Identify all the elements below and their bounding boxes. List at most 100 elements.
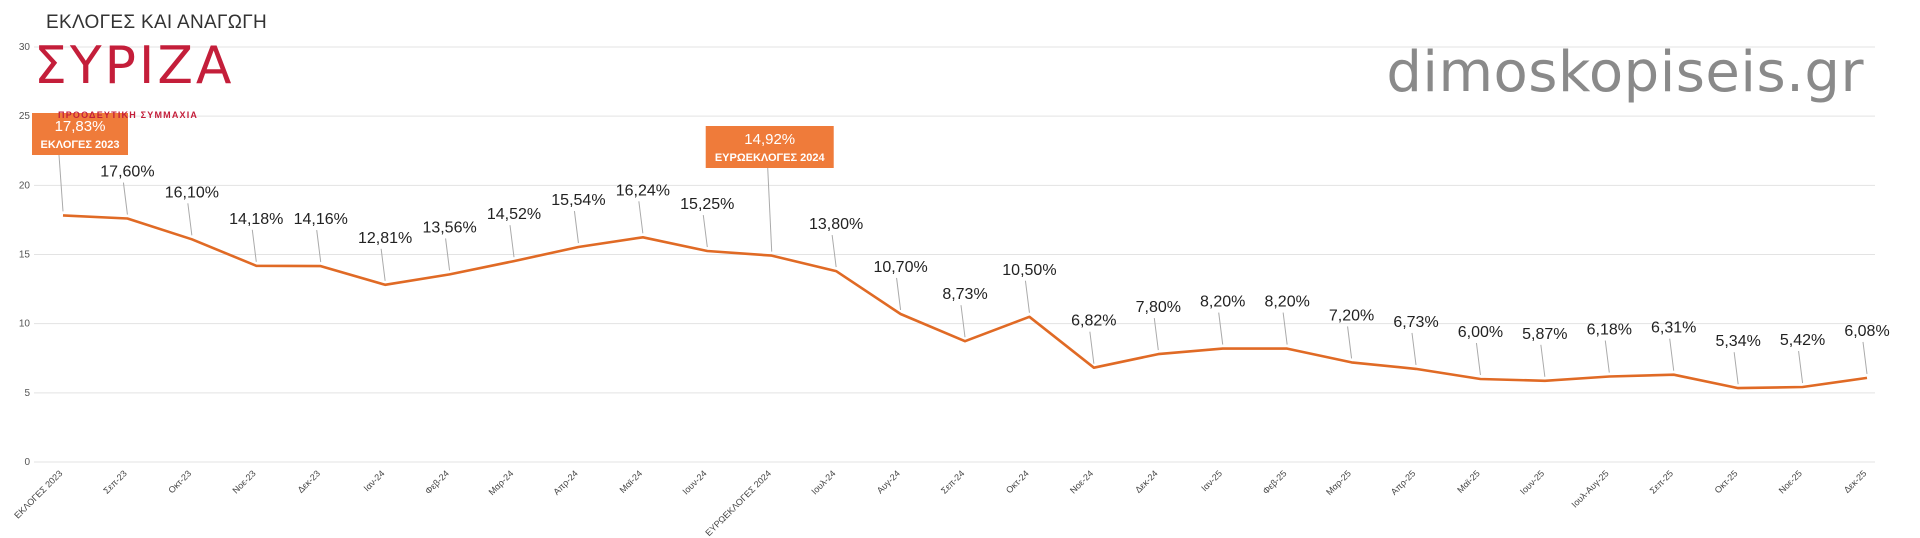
leader-line [1411,332,1417,365]
label-leader-lines [122,182,1868,385]
data-label: 6,31% [1651,320,1696,337]
leader-line [960,305,966,338]
leader-line [1024,280,1030,313]
leader-line [1218,312,1224,345]
callout-leader-line [58,154,64,212]
y-tick-label: 10 [19,319,31,330]
x-tick-label: Ιαν-24 [362,468,387,493]
data-label: 13,80% [809,216,863,233]
leader-line [573,210,579,244]
callout-text: ΕΚΛΟΓΕΣ 2023 [41,139,120,151]
x-tick-label: Φεβ-24 [423,468,451,496]
data-label: 14,18% [229,211,283,228]
x-tick-label: Μαρ-25 [1324,468,1353,497]
logo-wordmark: ΣΥΡΙΖΑ [34,36,235,96]
x-tick-label: Σεπ-24 [939,468,966,495]
x-tick-label: Ιαν-25 [1199,468,1224,493]
leader-line [251,229,257,262]
x-tick-label: Δεκ-24 [1133,468,1160,495]
leader-line [509,225,515,258]
data-label: 7,20% [1329,307,1374,324]
x-tick-label: Οκτ-25 [1713,468,1740,495]
leader-line [702,214,708,248]
syriza-logo: ΣΥΡΙΖΑ ΠΡΟΟΔΕΥΤΙΚΗ ΣΥΜΜΑΧΙΑ [34,38,234,122]
series-line-syriza [62,214,1868,390]
x-tick-label: Ιουλ-24 [809,468,837,496]
data-label: 10,50% [1002,262,1056,279]
leader-line [896,277,902,311]
leader-line [1089,331,1095,364]
y-tick-label: 0 [24,457,30,468]
leader-line [1604,340,1610,373]
x-tick-label: Ιουλ-Αυγ-25 [1569,468,1610,509]
page-title: ΕΚΛΟΓΕΣ ΚΑΙ ΑΝΑΓΩΓΗ [46,12,268,33]
callouts: 17,83% ΕΚΛΟΓΕΣ 2023 14,92% ΕΥΡΩΕΚΛΟΓΕΣ 2024 [32,113,834,252]
data-label: 8,20% [1264,294,1309,311]
site-watermark: dimoskopiseis.gr [1386,40,1864,105]
leader-line [1798,350,1804,384]
leader-line [1282,312,1288,345]
data-label: 16,10% [165,184,219,201]
y-tick-label: 5 [24,388,30,399]
data-label: 5,87% [1522,326,1567,343]
callout-box [32,113,128,155]
grid-layer [34,46,1875,463]
data-label: 6,73% [1393,314,1438,331]
x-tick-label: Απρ-24 [551,468,580,497]
data-label: 8,73% [942,286,987,303]
data-label: 15,25% [680,196,734,213]
leader-line [831,235,837,268]
leader-line [1347,326,1353,359]
leader-line [187,203,193,236]
x-tick-label: Αυγ-24 [875,468,902,495]
x-tick-label: Νοε-24 [1068,468,1095,495]
y-tick-label: 30 [19,42,31,53]
data-label: 6,00% [1458,324,1503,341]
data-label: 15,54% [551,192,605,209]
data-label: 5,34% [1715,333,1760,350]
x-tick-label: Νοε-23 [230,468,257,495]
x-tick-label: Μαρ-24 [487,468,516,497]
callout-text: ΕΥΡΩΕΚΛΟΓΕΣ 2024 [715,152,826,164]
leader-line [445,238,451,271]
x-tick-label: Ιουν-24 [680,468,708,496]
x-tick-label: Οκτ-23 [166,468,193,495]
callout-leader-line [767,167,773,252]
leader-line [316,230,322,263]
callout-value: 14,92% [744,131,795,148]
x-tick-label: Δεκ-23 [296,468,323,495]
x-tick-label: Μαϊ-24 [618,468,645,495]
leader-line [1862,341,1868,374]
data-label: 6,82% [1071,313,1116,330]
x-tick-label: Δεκ-25 [1842,468,1869,495]
x-tick-label: Απρ-25 [1389,468,1418,497]
data-labels: 17,60% 16,10% 14,18% 14,16% 12,81% 13,56% 14,5… [100,164,1889,351]
data-label: 8,20% [1200,294,1245,311]
y-axis-ticks: 0 5 10 15 20 25 30 [19,42,31,468]
leader-line [1153,318,1159,351]
x-tick-label: ΕΚΛΟΓΕΣ 2023 [12,468,64,520]
x-tick-label: Σεπ-23 [101,468,128,495]
data-label: 16,24% [616,182,670,199]
data-label: 7,80% [1136,299,1181,316]
x-tick-label: Φεβ-25 [1261,468,1289,496]
data-label: 6,08% [1844,323,1889,340]
logo-subtitle: ΠΡΟΟΔΕΥΤΙΚΗ ΣΥΜΜΑΧΙΑ [58,110,199,120]
leader-line [122,182,128,215]
x-tick-label: Νοε-25 [1777,468,1804,495]
x-tick-label: Ιουν-25 [1518,468,1546,496]
leader-line [1733,352,1739,385]
data-label: 12,81% [358,230,412,247]
data-label: 13,56% [422,219,476,236]
data-label: 14,16% [294,211,348,228]
y-tick-label: 20 [19,180,31,191]
x-tick-label: ΕΥΡΩΕΚΛΟΓΕΣ 2024 [703,468,773,538]
x-axis-ticks: ΕΚΛΟΓΕΣ 2023 Σεπ-23 Οκτ-23 Νοε-23 Δεκ-23 Ιαν-… [12,468,1868,538]
leader-line [380,248,386,281]
leader-line [1540,344,1546,377]
callout-box [705,126,834,168]
data-label: 10,70% [873,259,927,276]
x-tick-label: Σεπ-25 [1648,468,1675,495]
x-tick-label: Οκτ-24 [1004,468,1031,495]
